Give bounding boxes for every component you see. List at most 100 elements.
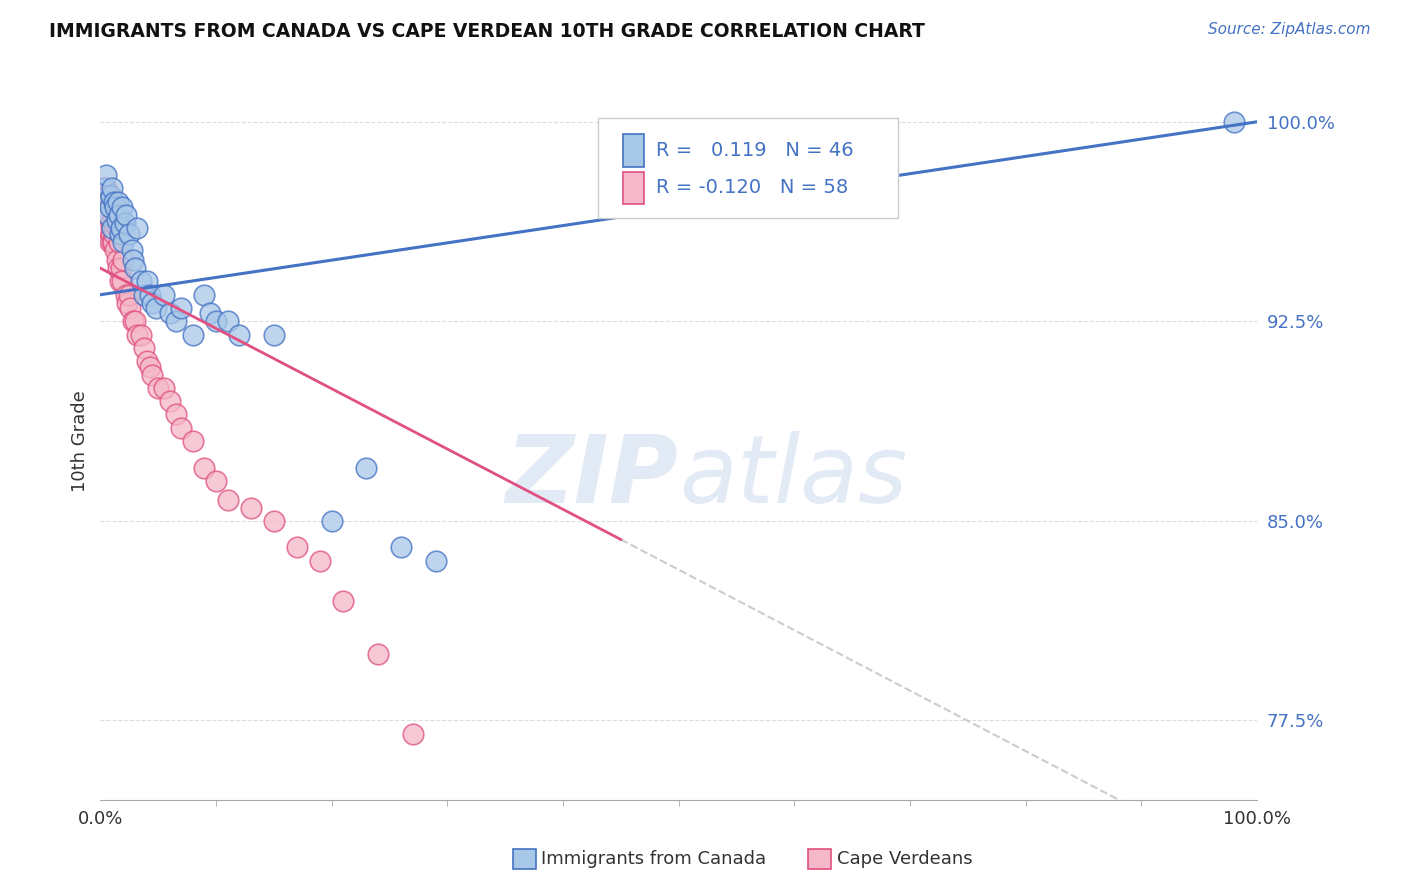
Point <box>118 227 141 241</box>
Point <box>98 235 121 249</box>
Point <box>112 235 135 249</box>
Point <box>135 354 157 368</box>
Point <box>139 287 162 301</box>
Point <box>129 327 152 342</box>
Point <box>127 327 149 342</box>
Point <box>97 208 120 222</box>
Point <box>105 253 128 268</box>
Point <box>124 314 146 328</box>
Point <box>193 460 215 475</box>
Point <box>124 261 146 276</box>
Point <box>141 368 163 382</box>
Bar <box>623 135 644 167</box>
Point <box>103 227 125 241</box>
Point <box>121 314 143 328</box>
Point <box>159 394 181 409</box>
Point <box>111 200 134 214</box>
Point <box>100 189 122 203</box>
Point <box>141 295 163 310</box>
Text: atlas: atlas <box>679 432 907 523</box>
Point <box>135 275 157 289</box>
Point <box>205 474 228 488</box>
Point <box>97 221 120 235</box>
Point <box>94 208 117 222</box>
Point <box>170 421 193 435</box>
Point <box>101 221 124 235</box>
Point <box>401 727 423 741</box>
Point <box>94 181 117 195</box>
Point <box>332 593 354 607</box>
Point <box>148 381 170 395</box>
Point <box>425 554 447 568</box>
Point <box>96 189 118 203</box>
Point <box>121 253 143 268</box>
Point <box>108 235 131 249</box>
Point <box>321 514 343 528</box>
Point <box>285 541 308 555</box>
Point <box>96 194 118 209</box>
Point <box>181 434 204 448</box>
Point <box>263 327 285 342</box>
Point <box>181 327 204 342</box>
Point <box>91 181 114 195</box>
Point <box>103 216 125 230</box>
Point <box>228 327 250 342</box>
Y-axis label: 10th Grade: 10th Grade <box>72 390 89 491</box>
Point <box>97 208 120 222</box>
Point <box>110 261 132 276</box>
Point <box>239 500 262 515</box>
Point <box>367 647 389 661</box>
Point <box>165 408 187 422</box>
Point <box>93 181 115 195</box>
Point <box>129 275 152 289</box>
Point <box>1223 115 1246 129</box>
Point <box>107 194 129 209</box>
Point <box>153 381 176 395</box>
Point <box>205 314 228 328</box>
Point <box>145 301 167 315</box>
Text: Cape Verdeans: Cape Verdeans <box>837 850 972 868</box>
Point <box>134 341 156 355</box>
Text: Source: ZipAtlas.com: Source: ZipAtlas.com <box>1208 22 1371 37</box>
Text: R = -0.120   N = 58: R = -0.120 N = 58 <box>655 178 848 197</box>
Point <box>127 221 149 235</box>
Point <box>112 253 135 268</box>
Point <box>101 235 124 249</box>
Point <box>93 189 115 203</box>
Point <box>104 200 127 214</box>
Point <box>170 301 193 315</box>
Point <box>111 275 134 289</box>
Point <box>134 287 156 301</box>
Point <box>103 194 125 209</box>
Point <box>101 194 124 209</box>
Point <box>94 221 117 235</box>
Point <box>107 261 129 276</box>
Point <box>118 287 141 301</box>
Text: IMMIGRANTS FROM CANADA VS CAPE VERDEAN 10TH GRADE CORRELATION CHART: IMMIGRANTS FROM CANADA VS CAPE VERDEAN 1… <box>49 22 925 41</box>
Point <box>114 216 136 230</box>
Point <box>108 227 131 241</box>
Point <box>115 295 138 310</box>
Point <box>200 306 222 320</box>
Point <box>108 208 131 222</box>
Point <box>105 213 128 227</box>
Point <box>120 301 142 315</box>
Point <box>90 194 112 209</box>
Point <box>309 554 332 568</box>
Point <box>94 168 117 182</box>
Point <box>165 314 187 328</box>
Point <box>101 181 124 195</box>
Point <box>96 200 118 214</box>
Point <box>98 194 121 209</box>
Point <box>100 227 122 241</box>
Point <box>100 216 122 230</box>
Bar <box>623 171 644 204</box>
Point <box>108 275 131 289</box>
Point <box>159 306 181 320</box>
Point <box>389 541 412 555</box>
Point <box>356 460 378 475</box>
Point <box>110 221 132 235</box>
Point <box>104 243 127 257</box>
Point <box>93 200 115 214</box>
Point <box>139 359 162 374</box>
